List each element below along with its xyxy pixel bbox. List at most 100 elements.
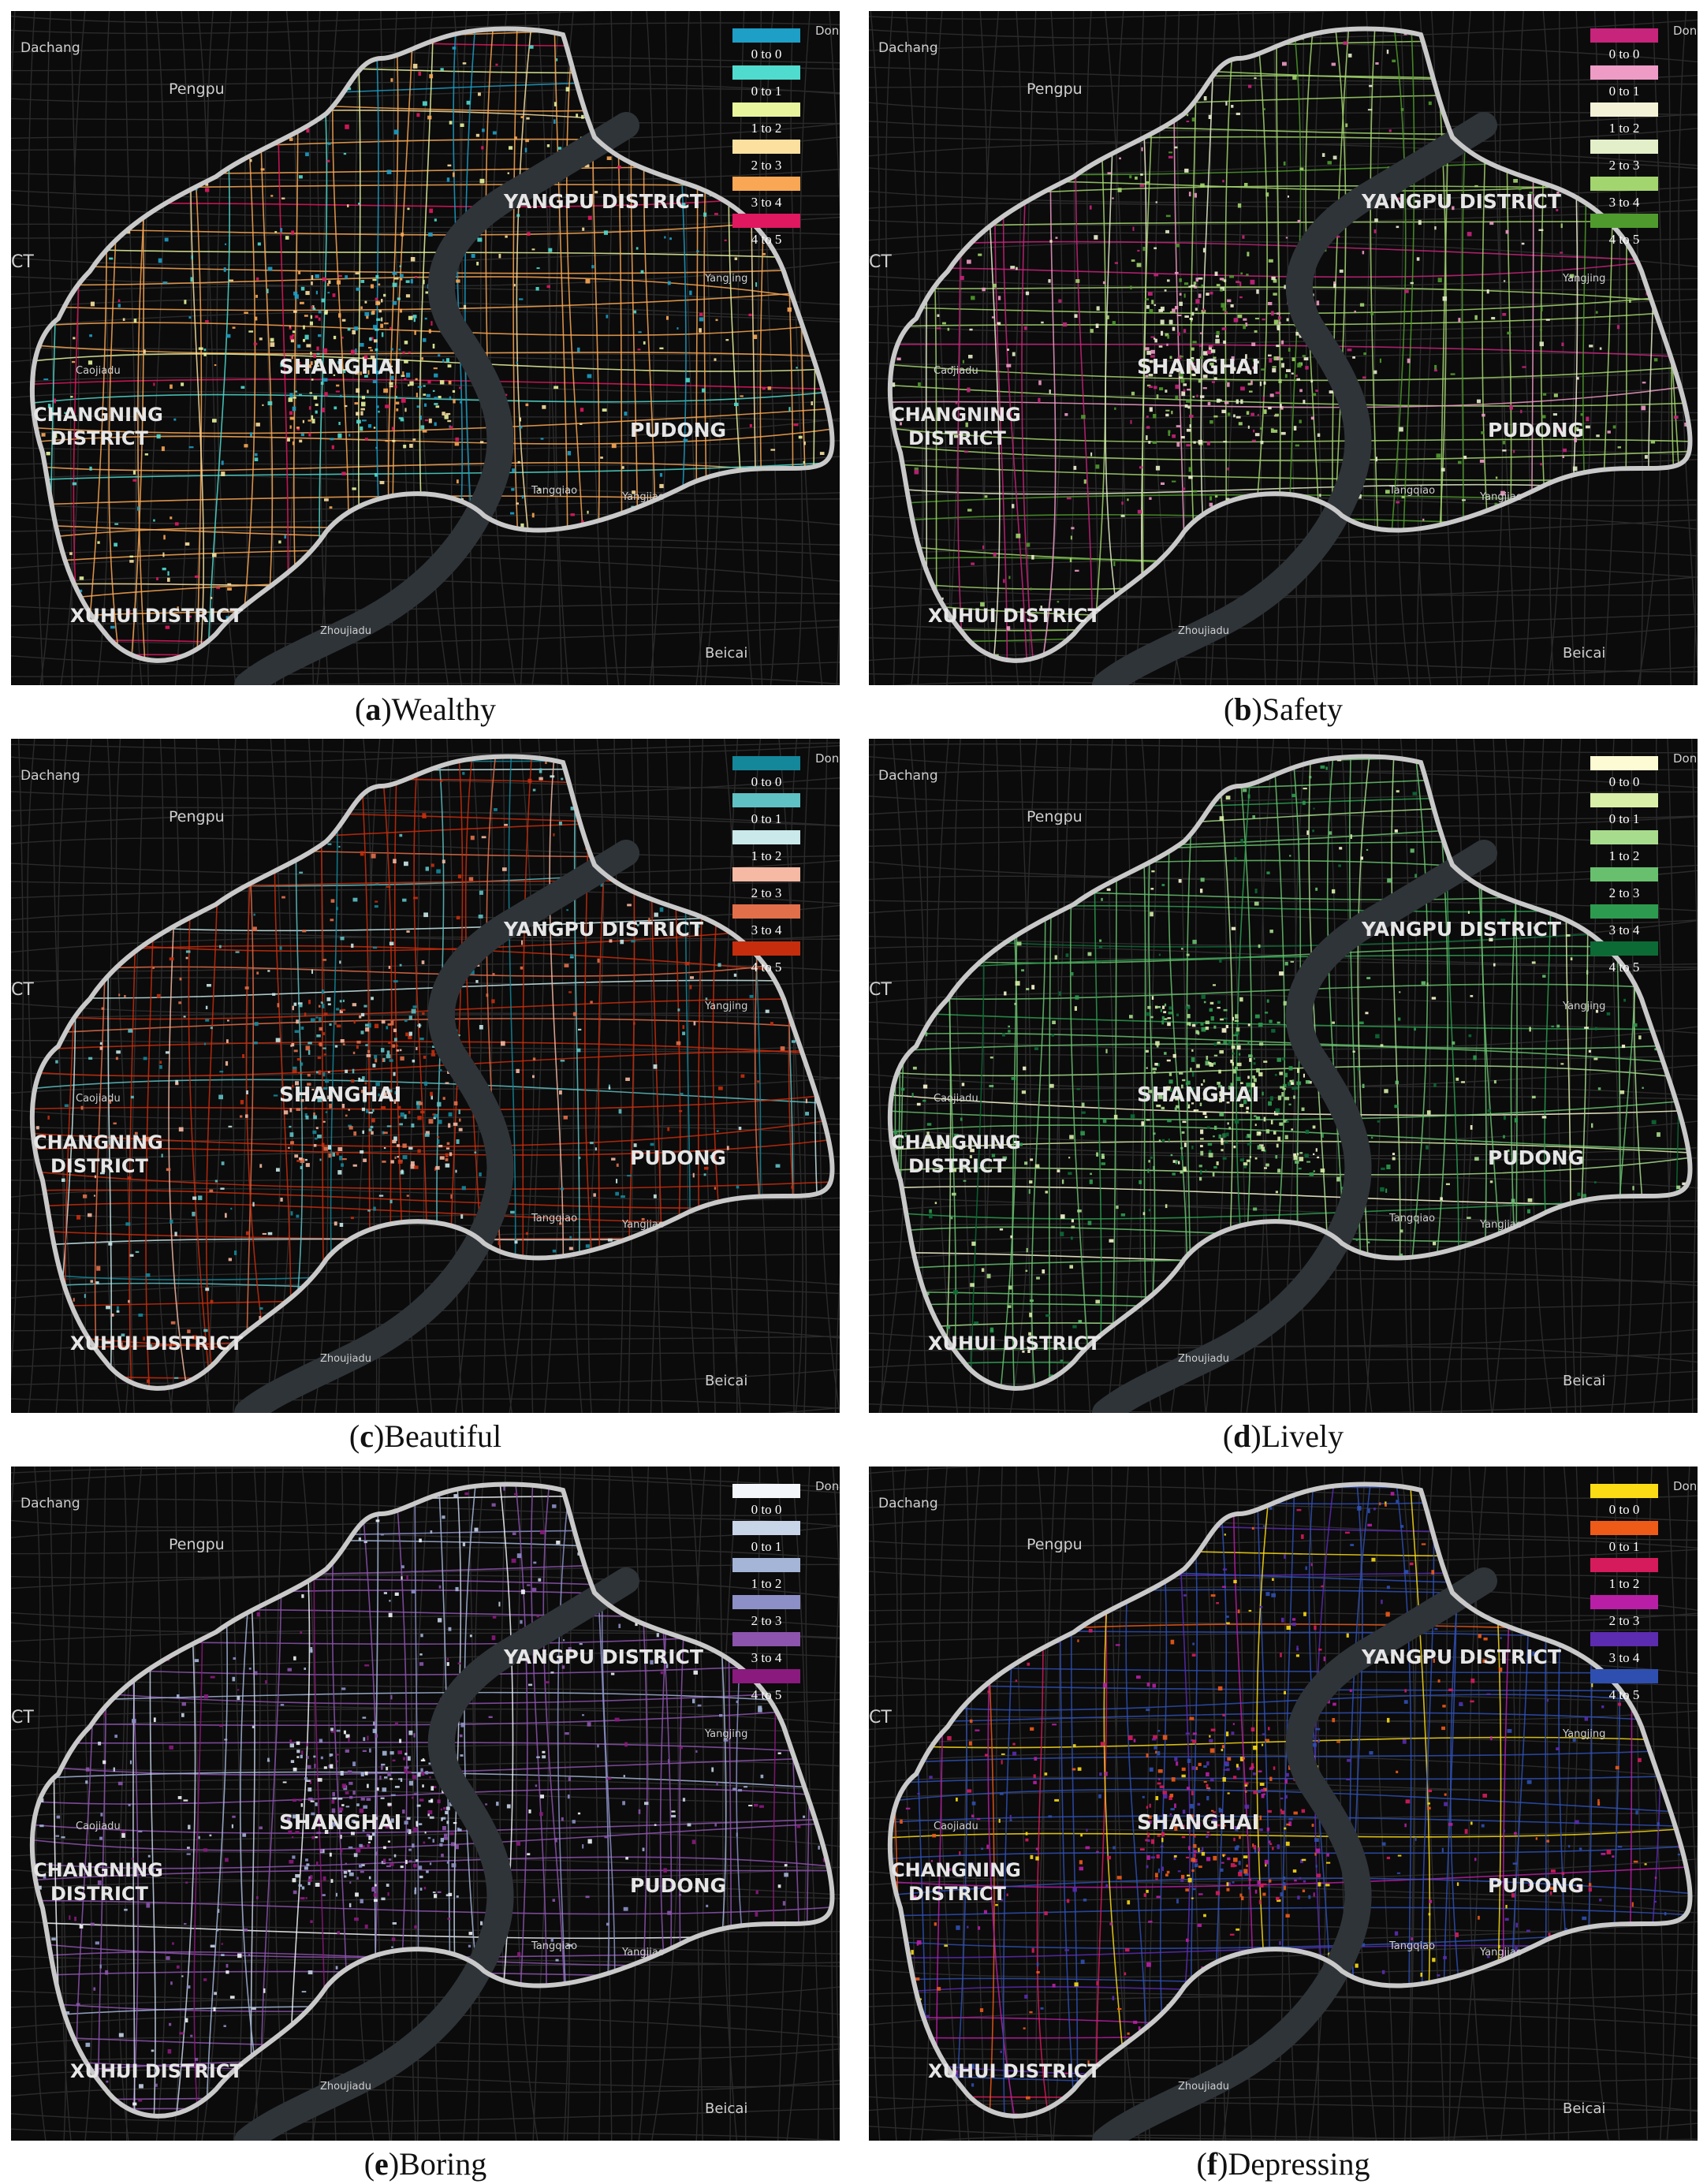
caption-e: (e)Boring [11, 2145, 840, 2184]
place-label-changning-1: CHANGNING [33, 1131, 163, 1153]
legend-item: 3 to 4 [732, 1632, 800, 1669]
legend-swatch [1590, 102, 1658, 117]
legend-swatch [732, 830, 800, 844]
legend-item: 0 to 1 [1590, 1521, 1658, 1558]
place-label-shanghai: SHANGHAI [1137, 1811, 1259, 1835]
legend-swatch [732, 28, 800, 43]
legend-swatch [732, 140, 800, 154]
legend-item: 1 to 2 [1590, 1558, 1658, 1595]
legend-label: 0 to 0 [1590, 774, 1658, 790]
place-label-yangjing: Yangjing [1562, 1728, 1605, 1740]
place-label-yangpu: YANGPU DISTRICT [503, 918, 703, 941]
legend-swatch [732, 941, 800, 956]
legend-item: 1 to 2 [732, 1558, 800, 1595]
place-label-changning-1: CHANGNING [891, 404, 1021, 426]
legend-label: 1 to 2 [732, 1576, 800, 1592]
place-label-yangjing: Yangjing [1562, 273, 1605, 285]
place-label-zhoujiadu: Zhoujiadu [1178, 2081, 1229, 2093]
legend-swatch [732, 1632, 800, 1646]
map-panel-d: DachangPengpuCTDongYANGPU DISTRICTSHANGH… [869, 739, 1698, 1413]
legend-label: 3 to 4 [1590, 195, 1658, 211]
legend-item: 0 to 1 [1590, 65, 1658, 102]
place-label-dachang: Dachang [20, 40, 80, 56]
legend-item: 0 to 0 [1590, 756, 1658, 793]
legend-item: 0 to 1 [1590, 793, 1658, 830]
legend-label: 0 to 1 [732, 84, 800, 99]
place-label-shanghai: SHANGHAI [279, 1083, 401, 1107]
place-label-dongs: Dong [1673, 24, 1698, 38]
legend-item: 2 to 3 [732, 140, 800, 177]
legend-swatch [1590, 793, 1658, 807]
legend-swatch [1590, 177, 1658, 191]
legend-item: 2 to 3 [1590, 140, 1658, 177]
legend-swatch [1590, 1669, 1658, 1683]
legend-label: 3 to 4 [732, 195, 800, 211]
legend-item: 0 to 0 [1590, 28, 1658, 65]
place-label-yangjiao: Yangjiao [621, 1947, 665, 1959]
place-label-dachang: Dachang [878, 40, 938, 56]
place-label-dachang: Dachang [878, 768, 938, 784]
place-label-yangjiao: Yangjiao [621, 491, 665, 503]
legend-label: 2 to 3 [732, 158, 800, 173]
caption-title: Depressing [1228, 2146, 1370, 2182]
legend-item: 3 to 4 [1590, 904, 1658, 941]
place-label-pudong: PUDONG [630, 1874, 726, 1897]
place-label-tangqiao: Tangqiao [531, 485, 577, 497]
place-label-zhoujiadu: Zhoujiadu [1178, 1353, 1229, 1365]
place-label-caojiadu: Caojiadu [76, 365, 121, 377]
place-label-ct: CT [869, 252, 892, 272]
legend-swatch [732, 867, 800, 881]
place-label-pengpu: Pengpu [169, 808, 225, 826]
place-label-dachang: Dachang [878, 1496, 938, 1511]
legend-label: 0 to 0 [1590, 1502, 1658, 1518]
place-label-caojiadu: Caojiadu [934, 1093, 978, 1105]
caption-title: Lively [1262, 1418, 1344, 1454]
place-label-dongs: Dong [815, 1479, 840, 1493]
place-label-shanghai: SHANGHAI [1137, 356, 1259, 379]
place-label-changning-2: DISTRICT [908, 427, 1007, 449]
legend-label: 0 to 0 [1590, 47, 1658, 62]
legend-label: 2 to 3 [1590, 885, 1658, 901]
legend-label: 0 to 1 [1590, 1539, 1658, 1555]
legend-label: 1 to 2 [732, 848, 800, 864]
street-map: DachangPengpuCTDongYANGPU DISTRICTSHANGH… [869, 1467, 1698, 2141]
place-label-ct: CT [869, 1708, 892, 1727]
caption-title: Wealthy [392, 691, 496, 727]
place-label-dongs: Dong [815, 751, 840, 766]
place-label-yangjing: Yangjing [704, 1728, 747, 1740]
legend-label: 4 to 5 [732, 232, 800, 248]
legend-label: 4 to 5 [732, 960, 800, 975]
place-label-yangjiao: Yangjiao [1479, 491, 1523, 503]
place-label-yangjiao: Yangjiao [1479, 1947, 1523, 1959]
map-panel-b: DachangPengpuCTDongYANGPU DISTRICTSHANGH… [869, 11, 1698, 685]
map-panel-a: DachangPengpuCTDongYANGPU DISTRICTSHANGH… [11, 11, 840, 685]
legend-swatch [1590, 214, 1658, 228]
caption-letter: d [1233, 1418, 1250, 1454]
caption-letter: e [375, 2146, 389, 2182]
place-label-pudong: PUDONG [1488, 1874, 1584, 1897]
legend-swatch [732, 1669, 800, 1683]
place-label-changning-2: DISTRICT [50, 1155, 149, 1177]
legend-item: 1 to 2 [732, 830, 800, 867]
caption-letter: b [1234, 691, 1251, 727]
place-label-changning-1: CHANGNING [33, 404, 163, 426]
caption-letter: a [365, 691, 381, 727]
legend-label: 0 to 1 [732, 1539, 800, 1555]
place-label-yangjiao: Yangjiao [621, 1219, 665, 1231]
legend-item: 0 to 1 [732, 1521, 800, 1558]
legend-swatch [1590, 1632, 1658, 1646]
legend-item: 1 to 2 [1590, 102, 1658, 140]
legend-label: 0 to 0 [732, 47, 800, 62]
legend-label: 3 to 4 [732, 1650, 800, 1666]
legend-label: 4 to 5 [732, 1687, 800, 1703]
place-label-pudong: PUDONG [630, 419, 726, 442]
place-label-dongs: Dong [815, 24, 840, 38]
place-label-pudong: PUDONG [1488, 419, 1584, 442]
place-label-changning-1: CHANGNING [33, 1859, 163, 1881]
place-label-shanghai: SHANGHAI [279, 356, 401, 379]
legend-swatch [732, 1558, 800, 1572]
place-label-ct: CT [11, 980, 34, 1000]
